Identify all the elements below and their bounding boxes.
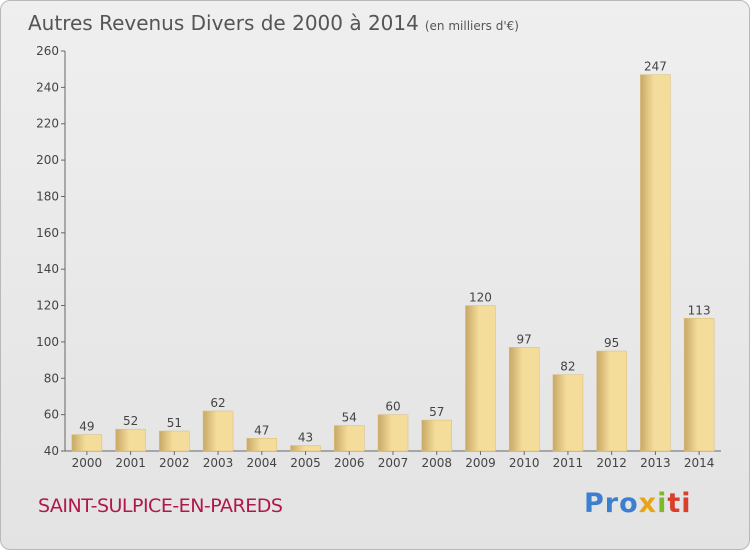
bar-2011 — [552, 374, 584, 452]
bar-2008 — [421, 419, 452, 452]
y-tick-label: 140 — [36, 262, 59, 276]
bar-value-label: 97 — [517, 332, 532, 346]
bar-value-label: 62 — [210, 396, 225, 410]
x-tick-label: 2013 — [640, 456, 671, 470]
logo-part-4: ti — [667, 488, 692, 519]
y-tick-label: 60 — [44, 408, 59, 422]
x-tick-label: 2011 — [553, 456, 584, 470]
x-tick-label: 2001 — [115, 456, 146, 470]
bar-2004 — [246, 438, 278, 452]
bar-2013 — [640, 74, 671, 452]
bar-2003 — [202, 410, 234, 452]
logo-part-2: x — [638, 488, 658, 519]
y-tick-label: 220 — [36, 117, 59, 131]
bar-value-label: 49 — [79, 420, 94, 434]
bars: 49 52 51 62 47 43 54 60 57 120 97 82 95 247 113 — [71, 60, 715, 452]
x-tick-label: 2008 — [421, 456, 452, 470]
bar-value-label: 247 — [644, 60, 667, 74]
bar-value-label: 113 — [688, 303, 711, 317]
proxiti-logo[interactable]: Proxiti — [584, 488, 692, 519]
bar-2009 — [465, 305, 496, 452]
commune-name: SAINT-SULPICE-EN-PAREDS — [38, 495, 283, 517]
x-tick-label: 2012 — [596, 456, 627, 470]
x-tick-label: 2005 — [290, 456, 321, 470]
bar-value-label: 51 — [167, 416, 182, 430]
bar-2010 — [508, 347, 540, 452]
y-tick-label: 80 — [44, 371, 59, 385]
x-tick-label: 2004 — [247, 456, 278, 470]
y-tick-label: 180 — [36, 189, 59, 203]
y-tick-label: 120 — [36, 299, 59, 313]
x-tick-label: 2003 — [203, 456, 234, 470]
y-tick-label: 40 — [44, 444, 59, 458]
bar-2005 — [290, 445, 321, 452]
bar-value-label: 57 — [429, 405, 444, 419]
bar-2012 — [596, 350, 627, 452]
bar-value-label: 54 — [342, 411, 357, 425]
bar-value-label: 43 — [298, 431, 313, 445]
chart-title: Autres Revenus Divers de 2000 à 2014 (en … — [28, 11, 519, 35]
bar-value-label: 120 — [469, 291, 492, 305]
logo-part-1: Pro — [584, 488, 639, 519]
y-tick-label: 200 — [36, 153, 59, 167]
x-tick-label: 2007 — [378, 456, 409, 470]
bar-value-label: 52 — [123, 414, 138, 428]
axes: 40 60 80 100 120 140 160 180 200 220 240 260 2000 200… — [36, 44, 721, 470]
bar-2001 — [115, 428, 146, 452]
bar-2014 — [683, 318, 715, 452]
x-tick-label: 2010 — [509, 456, 540, 470]
x-tick-label: 2002 — [159, 456, 190, 470]
bar-2000 — [71, 434, 103, 452]
bar-value-label: 47 — [254, 423, 269, 437]
x-tick-label: 2006 — [334, 456, 365, 470]
bar-2007 — [377, 414, 409, 452]
y-tick-label: 160 — [36, 226, 59, 240]
bar-value-label: 60 — [385, 400, 400, 414]
bar-2006 — [334, 425, 365, 452]
bar-value-label: 82 — [560, 360, 575, 374]
y-tick-label: 240 — [36, 80, 59, 94]
x-tick-label: 2014 — [684, 456, 715, 470]
chart-title-text: Autres Revenus Divers de 2000 à 2014 — [28, 11, 419, 35]
bar-value-label: 95 — [604, 336, 619, 350]
logo-part-3: i — [657, 488, 668, 519]
y-tick-label: 260 — [36, 44, 59, 58]
bar-2002 — [159, 430, 190, 452]
x-tick-label: 2009 — [465, 456, 496, 470]
x-tick-label: 2000 — [72, 456, 103, 470]
chart-unit: (en milliers d'€) — [424, 19, 519, 33]
y-tick-label: 100 — [36, 335, 59, 349]
